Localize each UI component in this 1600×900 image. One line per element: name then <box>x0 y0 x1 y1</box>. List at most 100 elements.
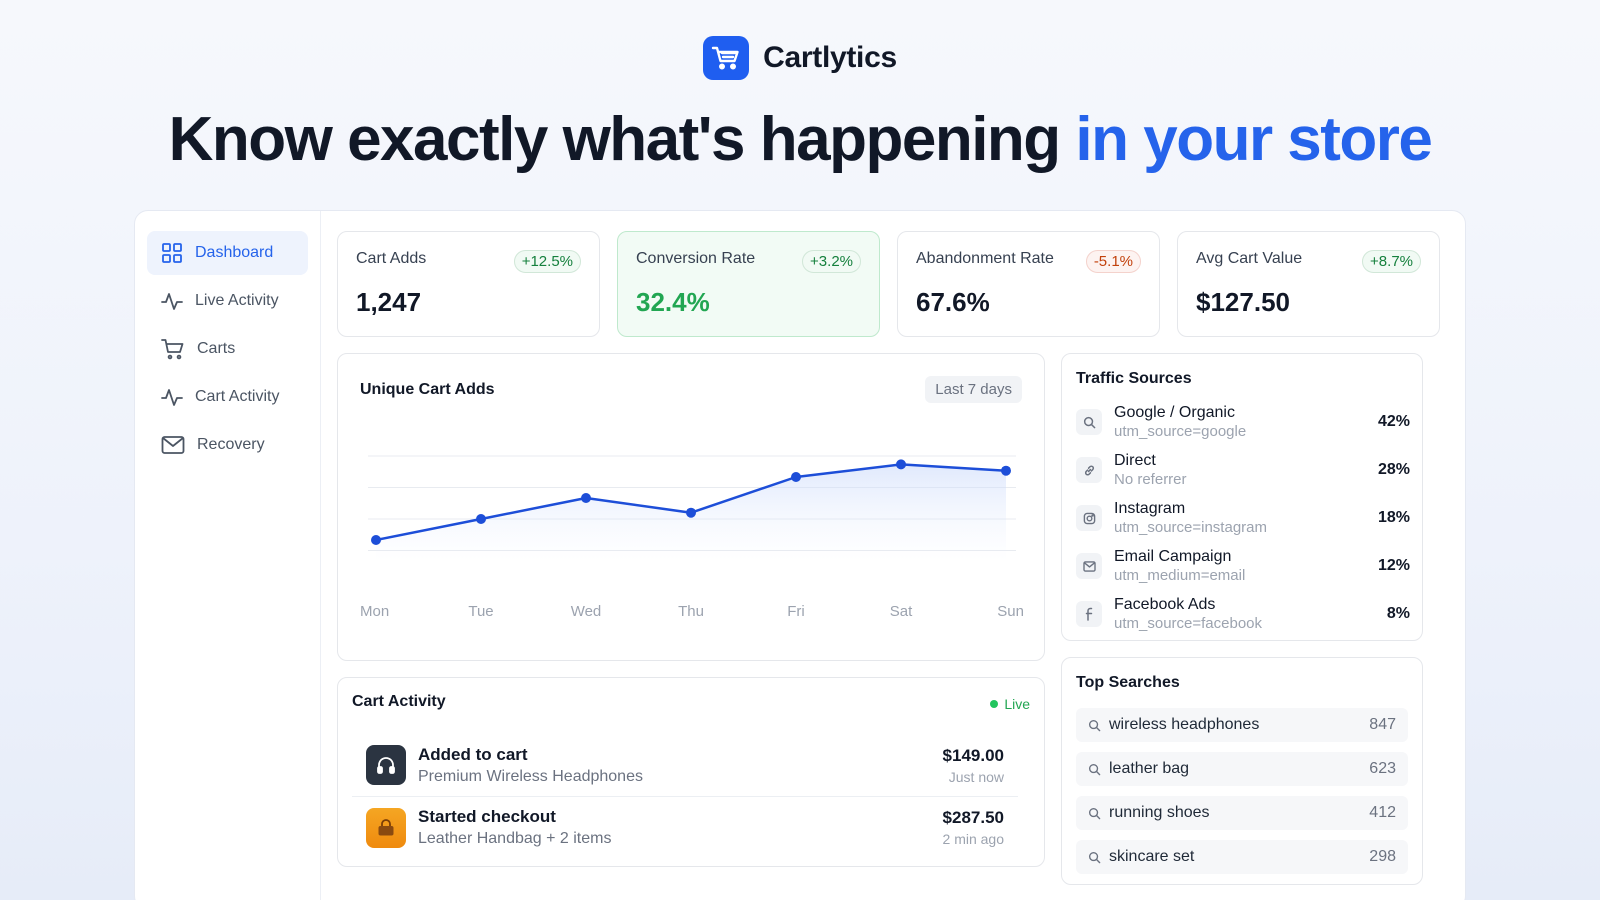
live-label: Live <box>1004 696 1030 712</box>
sidebar-item-label: Live Activity <box>195 292 279 309</box>
search-count: 847 <box>1369 716 1396 733</box>
stat-card-cart-adds[interactable]: Cart Adds +12.5% 1,247 <box>337 231 600 337</box>
search-count: 298 <box>1369 848 1396 865</box>
traffic-row-facebook[interactable]: Facebook Ads utm_source=facebook 8% <box>1076 590 1410 638</box>
sidebar-item-live-activity[interactable]: Live Activity <box>147 279 308 323</box>
sidebar-item-recovery[interactable]: Recovery <box>147 423 308 467</box>
live-dot <box>990 700 999 708</box>
traffic-sub: No referrer <box>1114 471 1187 488</box>
search-icon <box>1088 851 1101 863</box>
search-query: running shoes <box>1109 804 1210 821</box>
top-searches-title: Top Searches <box>1076 674 1180 691</box>
headline-accent: in your store <box>1075 105 1433 174</box>
chart-x-tick-label: Sat <box>890 603 913 620</box>
chart-point-fri[interactable] <box>791 472 801 482</box>
chart-point-sat[interactable] <box>896 459 906 470</box>
search-row[interactable]: leather bag 623 <box>1076 752 1408 786</box>
cart-activity-title: Cart Activity <box>352 693 446 710</box>
activity-time: 2 min ago <box>942 831 1004 847</box>
stat-badge: +12.5% <box>513 250 581 273</box>
traffic-row-email[interactable]: Email Campaign utm_medium=email 12% <box>1076 542 1410 590</box>
activity-row[interactable]: Added to cart Premium Wireless Headphones… <box>352 734 1018 796</box>
stat-card-conversion-rate[interactable]: Conversion Rate +3.2% 32.4% <box>617 231 880 337</box>
sidebar-item-label: Dashboard <box>195 244 274 261</box>
sidebar-item-dashboard[interactable]: Dashboard <box>147 231 308 275</box>
search-icon <box>1076 409 1102 435</box>
link-icon <box>1076 457 1102 483</box>
headphones-icon <box>366 745 406 785</box>
date-range-chip[interactable]: Last 7 days <box>925 376 1022 403</box>
traffic-name: Facebook Ads <box>1114 596 1216 613</box>
stat-value: $127.50 <box>1196 287 1290 317</box>
sidebar-item-label: Recovery <box>197 436 265 453</box>
stat-value: 67.6% <box>916 287 990 317</box>
traffic-row-instagram[interactable]: Instagram utm_source=instagram 18% <box>1076 494 1410 542</box>
traffic-name: Email Campaign <box>1114 548 1232 565</box>
stat-badge: +3.2% <box>802 250 861 273</box>
traffic-name: Direct <box>1114 452 1156 469</box>
chart-x-tick-label: Wed <box>571 603 602 620</box>
sidebar-item-carts[interactable]: Carts <box>147 327 308 371</box>
sidebar-item-label: Cart Activity <box>195 388 280 405</box>
traffic-sub: utm_source=google <box>1114 423 1247 440</box>
chart-point-mon[interactable] <box>371 535 381 545</box>
chart-x-tick-label: Mon <box>360 603 389 620</box>
search-row[interactable]: running shoes 412 <box>1076 796 1408 830</box>
traffic-pct: 18% <box>1377 509 1410 526</box>
stat-card-avg-cart-value[interactable]: Avg Cart Value +8.7% $127.50 <box>1177 231 1440 337</box>
sidebar-item-cart-activity[interactable]: Cart Activity <box>147 375 308 419</box>
chart-point-wed[interactable] <box>581 493 591 503</box>
sidebar: Dashboard Live Activity Carts Cart Activ… <box>135 211 321 900</box>
traffic-pct: 8% <box>1386 605 1410 622</box>
stat-value: 32.4% <box>636 287 710 317</box>
pulse-icon <box>161 293 183 310</box>
search-count: 412 <box>1369 804 1396 821</box>
activity-amount: $149.00 <box>942 745 1004 765</box>
search-icon <box>1088 719 1101 731</box>
activity-amount: $287.50 <box>942 808 1004 827</box>
activity-row[interactable]: Started checkout Leather Handbag + 2 item… <box>352 796 1018 858</box>
stat-label: Conversion Rate <box>636 250 756 267</box>
stat-label: Avg Cart Value <box>1196 250 1303 267</box>
search-row[interactable]: wireless headphones 847 <box>1076 708 1408 742</box>
traffic-title: Traffic Sources <box>1076 370 1192 387</box>
cart-icon <box>161 339 184 360</box>
traffic-sources-panel: Traffic Sources Google / Organic utm_sour… <box>1061 353 1423 641</box>
shopping-cart-icon <box>703 36 750 80</box>
stat-card-abandonment-rate[interactable]: Abandonment Rate -5.1% 67.6% <box>897 231 1160 337</box>
chart-x-tick-label: Tue <box>468 603 493 620</box>
grid-icon <box>162 243 182 263</box>
stat-value: 1,247 <box>356 287 422 317</box>
mail-icon <box>161 436 185 454</box>
chart-x-tick-label: Fri <box>787 603 805 620</box>
traffic-name: Google / Organic <box>1114 404 1235 421</box>
pulse-icon <box>161 389 183 406</box>
brand-name: Cartlytics <box>763 41 897 74</box>
chart-point-thu[interactable] <box>686 507 696 518</box>
traffic-sub: utm_source=instagram <box>1114 519 1267 536</box>
traffic-pct: 28% <box>1377 461 1410 478</box>
chart-point-sun[interactable] <box>1001 465 1011 476</box>
stat-label: Abandonment Rate <box>916 250 1054 267</box>
traffic-pct: 12% <box>1377 557 1410 574</box>
chart-x-tick-label: Sun <box>997 603 1024 620</box>
headline-main: Know exactly what's happening <box>168 105 1076 174</box>
chart-x-tick-label: Thu <box>678 603 704 620</box>
sidebar-item-label: Carts <box>197 340 236 357</box>
traffic-row-google[interactable]: Google / Organic utm_source=google 42% <box>1076 398 1410 446</box>
activity-title: Added to cart <box>418 744 528 764</box>
traffic-sub: utm_medium=email <box>1114 567 1246 584</box>
stat-label: Cart Adds <box>356 250 427 267</box>
traffic-sub: utm_source=facebook <box>1114 615 1263 632</box>
traffic-row-direct[interactable]: Direct No referrer 28% <box>1076 446 1410 494</box>
search-row[interactable]: skincare set 298 <box>1076 840 1408 874</box>
search-query: leather bag <box>1109 760 1190 777</box>
traffic-pct: 42% <box>1377 413 1410 430</box>
stat-badge: +8.7% <box>1362 250 1421 273</box>
chart-panel: Unique Cart Adds Last 7 days Mon Tue Wed Th… <box>337 353 1045 661</box>
search-icon <box>1088 807 1101 819</box>
search-icon <box>1088 763 1101 775</box>
chart-point-tue[interactable] <box>476 514 486 524</box>
activity-time: Just now <box>948 768 1004 785</box>
traffic-name: Instagram <box>1114 500 1186 517</box>
